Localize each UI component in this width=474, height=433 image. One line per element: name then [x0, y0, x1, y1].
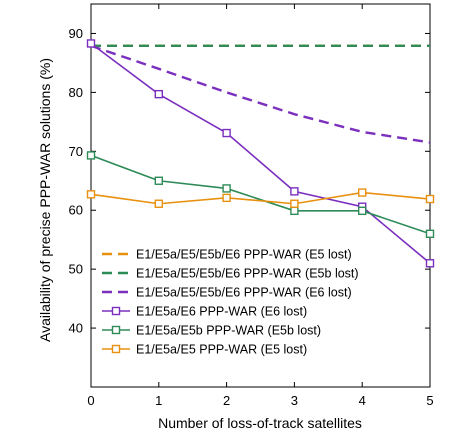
legend-label: E1/E5a/E5 PPP-WAR (E5 lost) — [136, 343, 307, 357]
y-axis-label: Availability of precise PPP-WAR solution… — [37, 58, 53, 342]
series-line — [90, 154, 431, 235]
legend-marker — [111, 325, 121, 335]
x-tick-label: 1 — [155, 393, 162, 408]
legend-label: E1/E5a/E6 PPP-WAR (E6 lost) — [136, 305, 307, 319]
data-point — [154, 199, 164, 208]
series-4 — [86, 39, 435, 268]
data-point — [290, 199, 299, 208]
axis-ticks: 0 1 2 3 4 5 40 50 60 70 80 90 — [69, 4, 434, 408]
data-point — [222, 184, 231, 193]
x-tick-label: 3 — [291, 393, 298, 408]
y-tick-label: 60 — [69, 203, 83, 218]
data-point — [86, 151, 96, 160]
y-tick-label: 40 — [69, 321, 83, 336]
legend-entry: E1/E5a/E5/E5b/E6 PPP-WAR (E5 lost) — [102, 248, 352, 262]
data-point — [86, 190, 96, 199]
legend-marker — [111, 344, 121, 354]
data-point — [290, 206, 299, 216]
legend-label: E1/E5a/E5/E5b/E6 PPP-WAR (E5 lost) — [136, 248, 352, 262]
data-point — [425, 259, 435, 268]
x-tick-label: 2 — [223, 393, 230, 408]
series-layer — [86, 39, 435, 268]
legend-entry: E1/E5a/E5 PPP-WAR (E5 lost) — [102, 343, 307, 357]
y-tick-label: 90 — [69, 26, 83, 41]
data-point — [358, 206, 367, 216]
series-line — [90, 42, 431, 264]
series-line — [90, 44, 431, 144]
data-point — [86, 39, 96, 48]
data-point — [222, 128, 231, 138]
data-point — [290, 187, 299, 196]
series-6 — [86, 188, 435, 208]
data-point — [222, 193, 231, 203]
legend: E1/E5a/E5/E5b/E6 PPP-WAR (E5 lost) E1/E5a… — [102, 248, 359, 357]
data-point — [358, 188, 367, 197]
series-5 — [86, 151, 435, 239]
x-tick-label: 5 — [426, 393, 433, 408]
legend-label: E1/E5a/E5b PPP-WAR (E5b lost) — [136, 324, 321, 338]
series-line — [90, 191, 431, 205]
y-tick-label: 80 — [69, 85, 83, 100]
series-3 — [90, 44, 431, 144]
legend-entry: E1/E5a/E5/E5b/E6 PPP-WAR (E6 lost) — [102, 286, 352, 300]
legend-entry: E1/E5a/E5b PPP-WAR (E5b lost) — [102, 324, 321, 338]
data-point — [425, 229, 435, 239]
legend-label: E1/E5a/E5/E5b/E6 PPP-WAR (E6 lost) — [136, 286, 352, 300]
data-point — [154, 89, 164, 99]
x-tick-label: 0 — [87, 393, 94, 408]
legend-entry: E1/E5a/E6 PPP-WAR (E6 lost) — [102, 305, 307, 319]
data-point — [154, 176, 164, 185]
data-point — [425, 194, 435, 204]
legend-label: E1/E5a/E5/E5b/E6 PPP-WAR (E5b lost) — [136, 267, 359, 281]
legend-marker — [111, 306, 121, 316]
y-tick-label: 70 — [69, 144, 83, 159]
legend-entry: E1/E5a/E5/E5b/E6 PPP-WAR (E5b lost) — [102, 267, 359, 281]
x-axis-label: Number of loss-of-track satellites — [158, 415, 362, 431]
x-tick-label: 4 — [359, 393, 366, 408]
y-tick-label: 50 — [69, 262, 83, 277]
